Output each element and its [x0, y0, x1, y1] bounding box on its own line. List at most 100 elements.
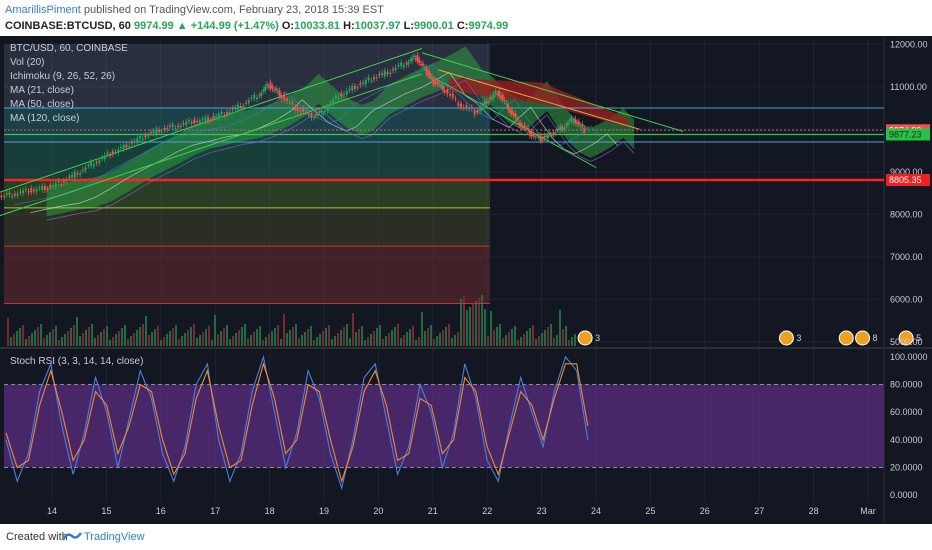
candle-body: [383, 70, 386, 77]
candle-body: [518, 122, 521, 125]
candle-body: [579, 125, 582, 127]
candle-body: [57, 180, 60, 183]
candle-body: [364, 80, 367, 85]
candle-body: [299, 110, 302, 112]
candle-body: [283, 94, 286, 100]
candle-body: [76, 173, 79, 175]
volume-bar: [244, 324, 246, 346]
moving-average-line: [30, 71, 619, 213]
volume-bar: [379, 325, 381, 346]
candle-body: [337, 97, 340, 99]
volume-bar: [211, 340, 213, 346]
volume-bar: [412, 326, 414, 346]
price-tick-label: 7000.00: [890, 252, 923, 262]
candle-body: [409, 60, 412, 62]
symbol-name: COINBASE:BTCUSD, 60: [5, 20, 131, 32]
symbol-line: COINBASE:BTCUSD, 60 9974.99 ▲ +144.99 (+…: [5, 20, 508, 32]
candle-body: [537, 135, 540, 138]
volume-bar: [169, 331, 171, 346]
legend-ma120[interactable]: MA (120, close): [10, 113, 79, 124]
close-value: 9974.99: [468, 20, 509, 32]
candle-body: [5, 193, 8, 195]
candle-body: [432, 79, 435, 84]
time-axis: 14 15 16 17 18 19 20 21 22 23 24 25 26 27 28 Mar: [47, 506, 876, 516]
candle-body: [16, 193, 19, 196]
candle-body: [378, 74, 381, 76]
open-label: O:: [281, 20, 295, 32]
moving-average-line: [46, 79, 635, 221]
candle-body: [496, 93, 499, 95]
volume-bar: [328, 325, 330, 346]
time-tick-label: 19: [319, 506, 329, 516]
volume-bar: [511, 329, 513, 346]
candle-body: [557, 128, 560, 131]
volume-bar: [232, 336, 234, 346]
chart-canvas[interactable]: 33985 12000.0011000.0010000.009000.00800…: [0, 36, 932, 524]
volume-bar: [37, 327, 39, 346]
volume-bar: [97, 335, 99, 346]
candle-body: [485, 101, 488, 104]
volume-bar: [268, 334, 270, 346]
candle-body: [32, 190, 35, 192]
rsi-band: [4, 384, 884, 468]
time-tick-label: 21: [428, 506, 438, 516]
chart-header: AmarillisPiment published on TradingView…: [0, 0, 932, 36]
volume-bar: [238, 330, 240, 346]
volume-bar: [196, 338, 198, 346]
volume-bar: [361, 326, 363, 346]
tradingview-logo-icon[interactable]: [62, 530, 82, 544]
price-tick-label: 5000.00: [890, 337, 923, 347]
legend-volume[interactable]: Vol (20): [10, 57, 44, 68]
earnings-event-icon: [778, 330, 794, 346]
volume-bar: [385, 336, 387, 346]
candle-body: [528, 131, 531, 136]
price-change: ▲ +144.99 (+1.47%): [176, 20, 279, 32]
candle-body: [429, 74, 432, 77]
volume-bar: [49, 332, 51, 346]
legend-ma21[interactable]: MA (21, close): [10, 85, 74, 96]
volume-bar: [481, 295, 483, 346]
time-tick-label: 23: [537, 506, 547, 516]
volume-bar: [451, 338, 453, 346]
time-tick-label: 20: [373, 506, 383, 516]
zone-red: [4, 246, 490, 304]
volume-bar: [562, 329, 564, 346]
candle-body: [182, 123, 185, 125]
candle-body: [494, 91, 497, 95]
legend-stoch-rsi[interactable]: Stoch RSI (3, 3, 14, 14, close): [10, 356, 143, 367]
candle-body: [468, 108, 471, 110]
close-label: C:: [456, 20, 469, 32]
volume-bar: [352, 313, 354, 346]
time-tick-label: 24: [591, 506, 601, 516]
volume-bar: [100, 332, 102, 346]
candle-body: [314, 113, 317, 116]
volume-bar: [301, 335, 303, 346]
legend-ma50[interactable]: MA (50, close): [10, 99, 74, 110]
volume-bar: [241, 327, 243, 346]
candle-body: [198, 120, 201, 123]
author-link[interactable]: AmarillisPiment: [5, 4, 81, 16]
candle-body: [381, 72, 384, 76]
chart-legend: BTC/USD, 60, COINBASE Vol (20) Ichimoku …: [10, 43, 143, 367]
candle-body: [0, 195, 3, 198]
legend-ichimoku[interactable]: Ichimoku (9, 26, 52, 26): [10, 71, 115, 82]
candle-body: [322, 113, 325, 115]
earnings-event-icon: [855, 330, 871, 346]
candle-body: [265, 84, 268, 87]
volume-bar: [430, 325, 432, 346]
volume-bar: [547, 327, 549, 346]
volume-bar: [13, 334, 15, 346]
candle-body: [324, 110, 326, 112]
candle-body: [304, 111, 307, 113]
volume-bar: [151, 332, 153, 346]
candle-body: [446, 89, 449, 95]
candle-body: [454, 98, 457, 100]
volume-bar: [166, 334, 168, 346]
tradingview-link[interactable]: TradingView: [84, 531, 145, 543]
volume-bar: [286, 333, 288, 346]
volume-bar: [565, 326, 567, 346]
candle-body: [407, 62, 410, 65]
candle-body: [436, 80, 439, 84]
candle-body: [534, 136, 537, 138]
candle-body: [505, 103, 508, 105]
